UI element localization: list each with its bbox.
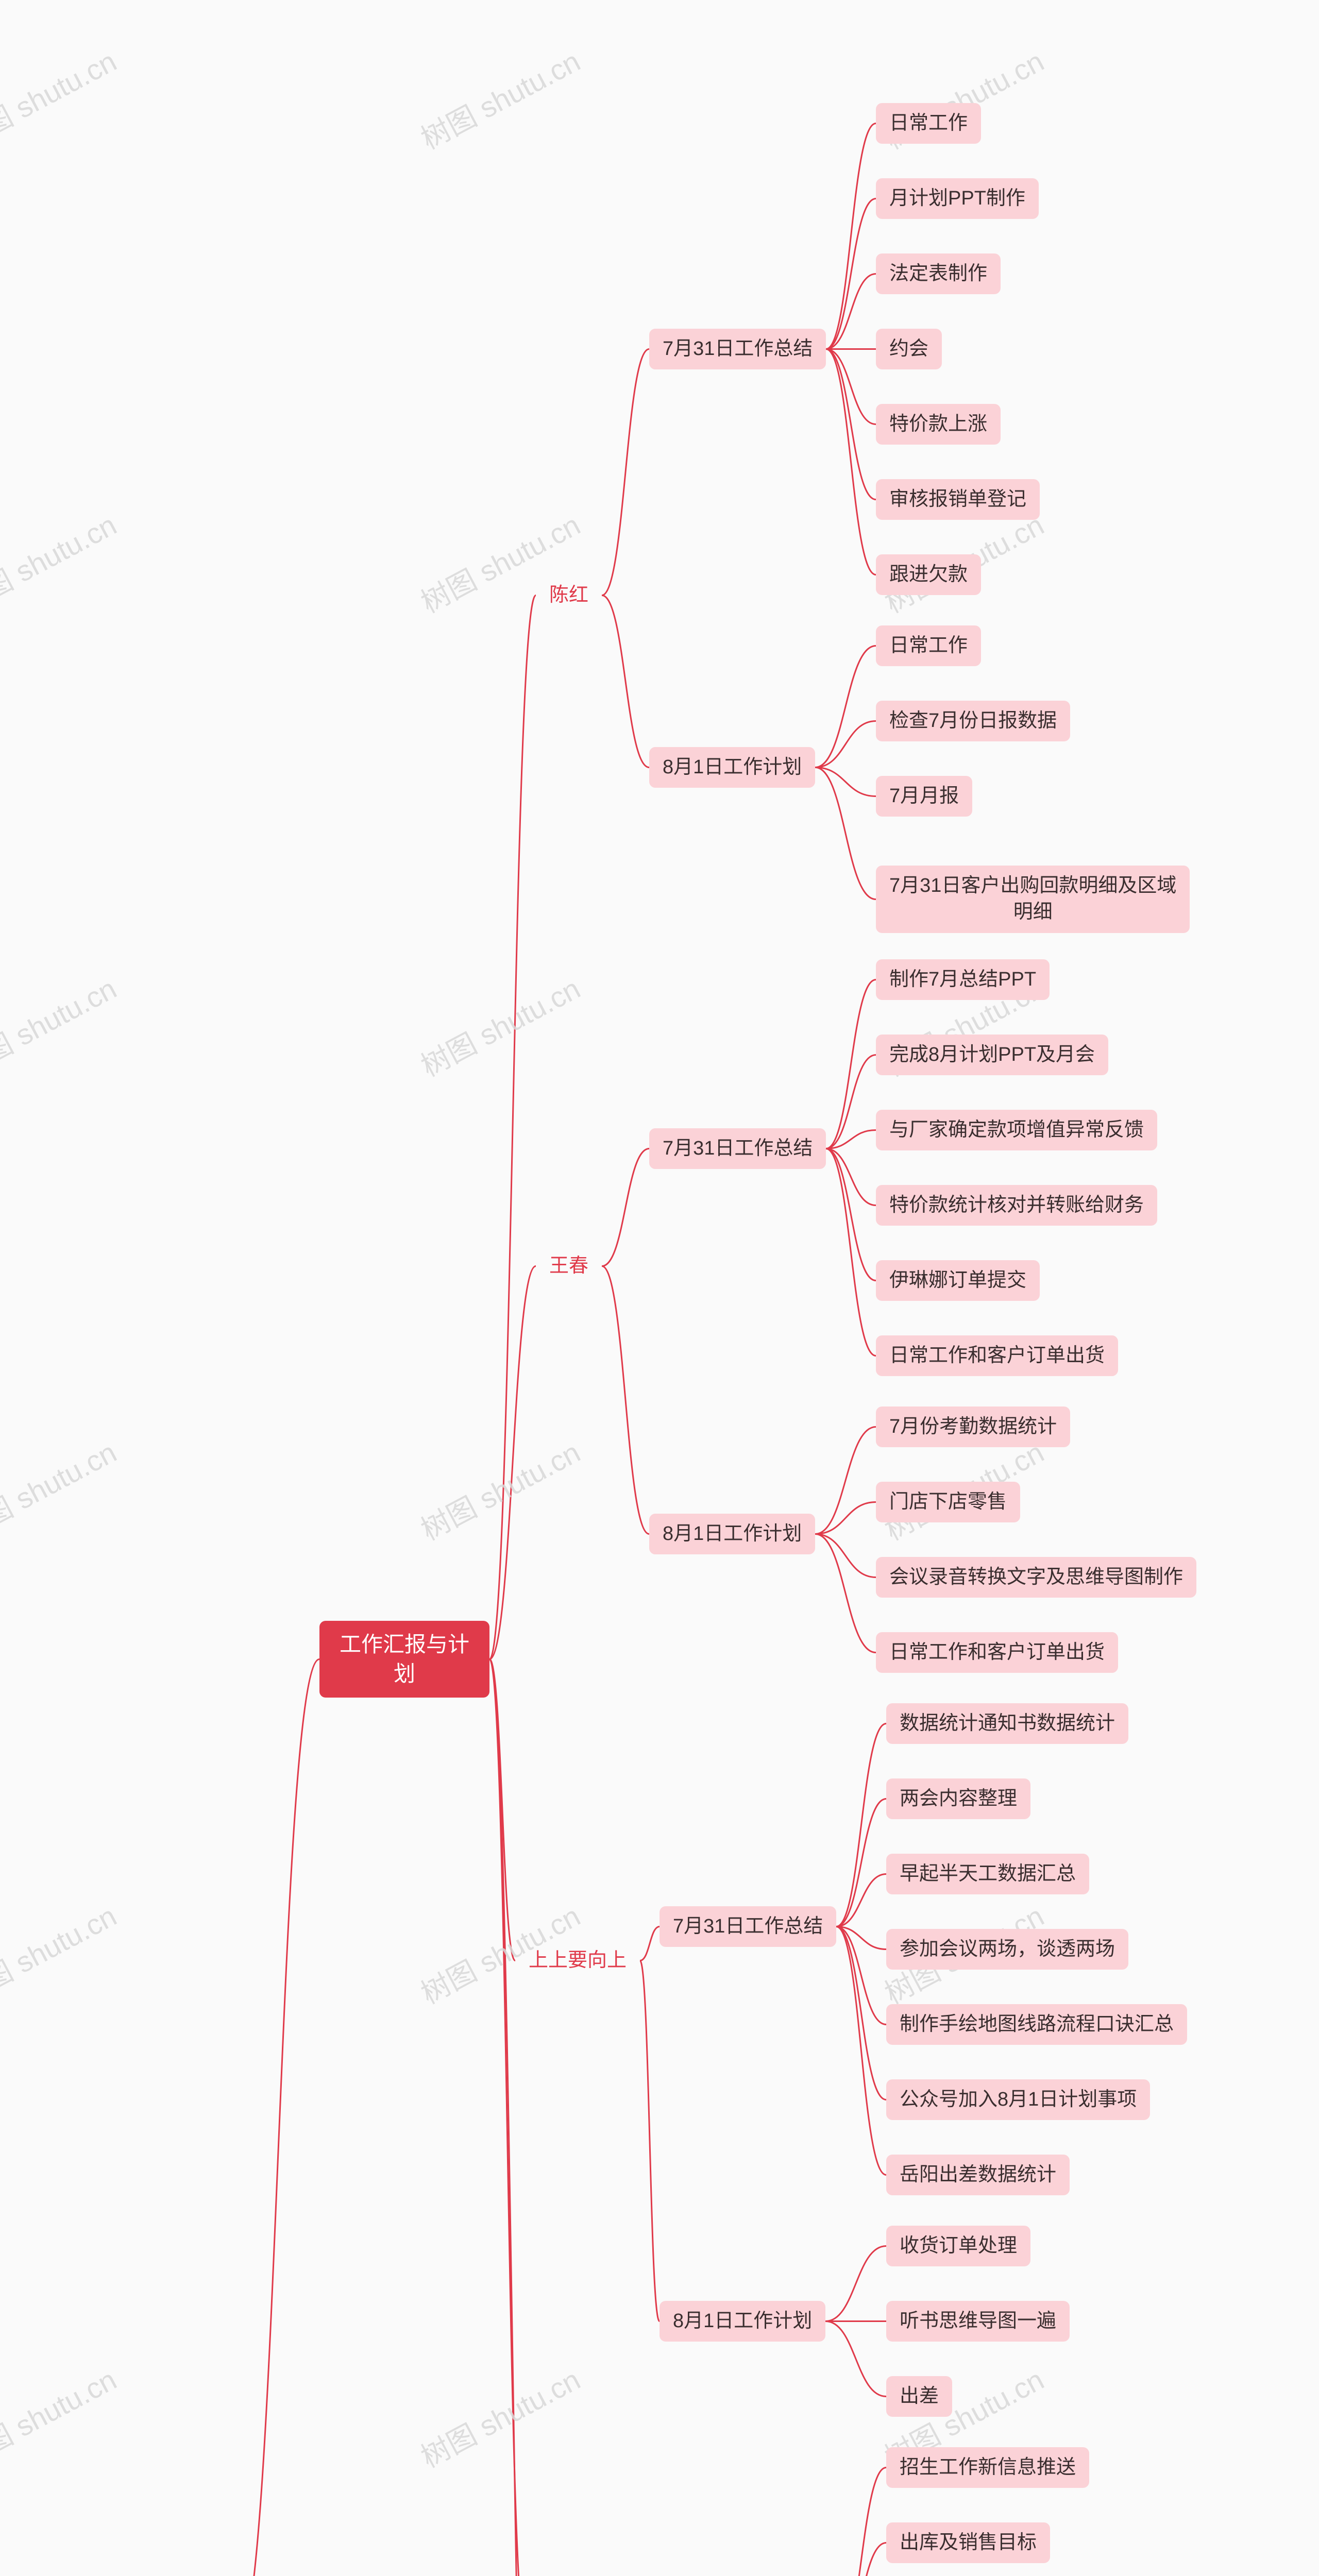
watermark: 树图 shutu.cn [413,39,587,158]
leaf-node: 日常工作和客户订单出货 [876,1632,1118,1673]
leaf-node: 出差 [886,2376,952,2417]
person-node: 陈红 [536,575,602,616]
leaf-node: 公众号加入8月1日计划事项 [886,2079,1150,2120]
person-node: 上上要向上 [515,1940,640,1981]
leaf-node: 听书思维导图一遍 [886,2301,1070,2342]
watermark: 树图 shutu.cn [0,502,123,621]
leaf-node: 特价款统计核对并转账给财务 [876,1185,1157,1226]
leaf-node: 日常工作和客户订单出货 [876,1335,1118,1376]
watermark: 树图 shutu.cn [413,1430,587,1549]
watermark: 树图 shutu.cn [413,2357,587,2476]
watermark: 树图 shutu.cn [0,39,123,158]
mindmap-canvas: 树图 shutu.cn 树图 shutu.cn 树图 shutu.cn 树图 shut… [0,0,1319,2576]
watermark: 树图 shutu.cn [0,1430,123,1549]
edges-layer [0,0,1319,2576]
leaf-node: 审核报销单登记 [876,479,1040,520]
watermark: 树图 shutu.cn [0,966,123,1085]
leaf-node: 与厂家确定款项增值异常反馈 [876,1110,1157,1150]
watermark: 树图 shutu.cn [0,2357,123,2476]
leaf-node: 数据统计通知书数据统计 [886,1703,1128,1744]
leaf-node: 伊琳娜订单提交 [876,1260,1040,1301]
leaf-node: 制作手绘地图线路流程口诀汇总 [886,2004,1187,2045]
group-node: 7月31日工作总结 [660,1906,836,1947]
group-node: 7月31日工作总结 [649,1128,826,1169]
leaf-node: 日常工作 [876,103,981,144]
section-red: 工作汇报与计划 [319,1621,489,1698]
person-node: 王春 [536,1246,602,1286]
leaf-node: 会议录音转换文字及思维导图制作 [876,1557,1196,1598]
leaf-node: 7月31日客户出购回款明细及区域 明细 [876,866,1190,933]
leaf-node: 完成8月计划PPT及月会 [876,1035,1108,1075]
leaf-node: 7月份考勤数据统计 [876,1406,1070,1447]
leaf-node: 跟进欠款 [876,554,981,595]
group-node: 8月1日工作计划 [660,2301,825,2342]
watermark: 树图 shutu.cn [0,1893,123,2012]
leaf-node: 招生工作新信息推送 [886,2447,1089,2488]
leaf-node: 两会内容整理 [886,1778,1030,1819]
leaf-node: 检查7月份日报数据 [876,701,1070,741]
leaf-node: 门店下店零售 [876,1482,1020,1522]
leaf-node: 7月月报 [876,776,972,817]
leaf-node: 特价款上涨 [876,404,1001,445]
leaf-node: 法定表制作 [876,253,1001,294]
leaf-node: 约会 [876,329,942,369]
group-node: 7月31日工作总结 [649,329,826,369]
leaf-node: 岳阳出差数据统计 [886,2155,1070,2195]
watermark: 树图 shutu.cn [413,966,587,1085]
leaf-node: 月计划PPT制作 [876,178,1039,219]
leaf-node: 收货订单处理 [886,2226,1030,2266]
group-node: 8月1日工作计划 [649,747,815,788]
group-node: 8月1日工作计划 [649,1514,815,1554]
leaf-node: 参加会议两场，谈透两场 [886,1929,1128,1970]
leaf-node: 出库及销售目标 [886,2522,1050,2563]
leaf-node: 日常工作 [876,625,981,666]
leaf-node: 制作7月总结PPT [876,959,1050,1000]
leaf-node: 早起半天工数据汇总 [886,1854,1089,1894]
